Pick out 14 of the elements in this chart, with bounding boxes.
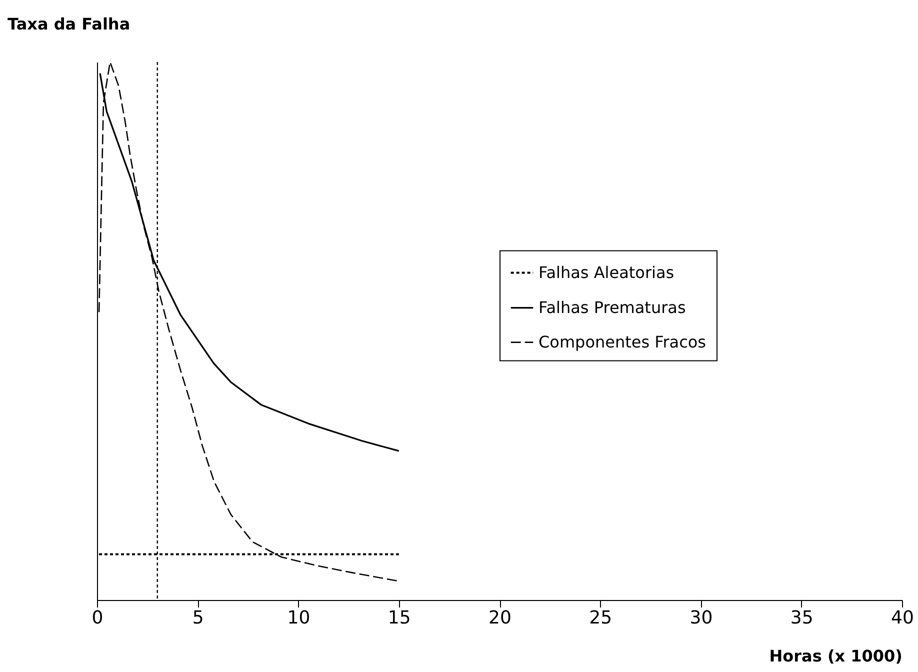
x-tick-label: 35 — [790, 608, 814, 628]
x-tick-label: 20 — [488, 608, 512, 628]
x-tick-label: 15 — [388, 608, 411, 628]
legend-label: Falhas Aleatorias — [538, 262, 674, 282]
x-tick-label: 25 — [589, 608, 612, 628]
legend-label: Falhas Prematuras — [538, 298, 686, 317]
x-tick-label: 10 — [287, 608, 310, 628]
x-tick-label: 5 — [192, 608, 204, 628]
x-axis-title: Horas (x 1000) — [769, 646, 902, 666]
y-axis-title: Taxa da Falha — [8, 14, 130, 34]
x-tick-label: 0 — [92, 608, 104, 628]
legend-label: Componentes Fracos — [538, 332, 706, 352]
x-tick-label: 40 — [891, 608, 914, 628]
x-tick-label: 30 — [690, 608, 713, 628]
